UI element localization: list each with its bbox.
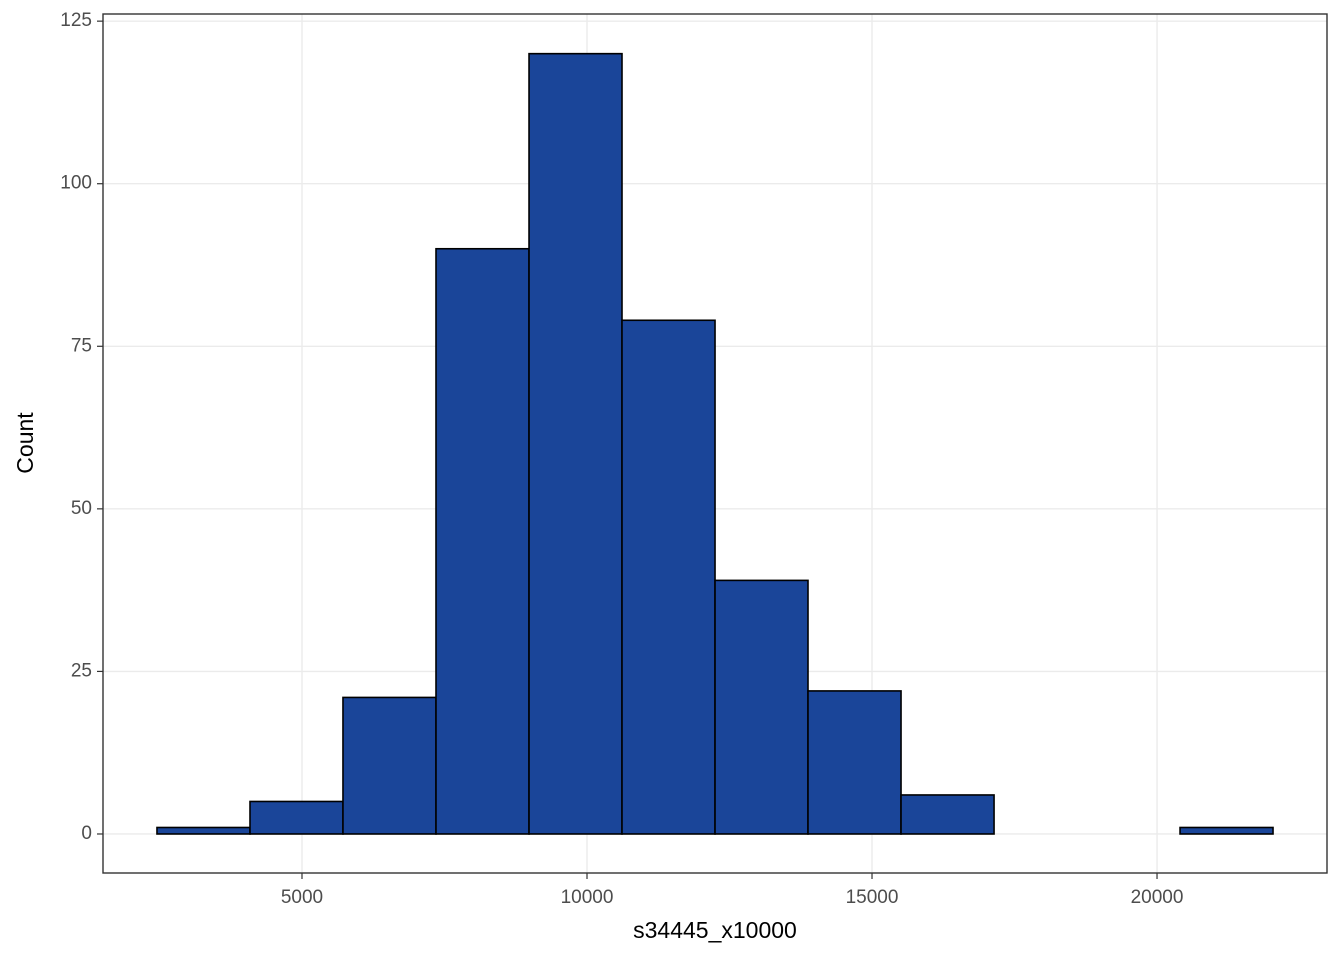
y-tick-label: 0: [81, 823, 92, 844]
bar: [249, 800, 344, 835]
bar: [156, 826, 251, 835]
bar: [807, 690, 902, 835]
panel-border: [102, 13, 1328, 874]
y-tick-label: 50: [71, 498, 92, 519]
y-axis-title: Count: [12, 412, 38, 474]
y-tick-label: 125: [60, 10, 92, 31]
y-tick-label: 25: [71, 660, 92, 681]
bar: [900, 794, 995, 835]
x-tick-label: 5000: [281, 887, 323, 908]
y-tick-label: 100: [60, 173, 92, 194]
x-tick-label: 20000: [1131, 887, 1184, 908]
bar: [528, 52, 623, 835]
x-axis-title: s34445_x10000: [633, 917, 797, 943]
bar: [1179, 826, 1274, 835]
bar: [714, 579, 809, 835]
bar: [342, 696, 437, 835]
x-tick-label: 15000: [846, 887, 899, 908]
bar: [621, 319, 716, 835]
x-tick-label: 10000: [561, 887, 614, 908]
bar: [435, 247, 530, 835]
y-tick-label: 75: [71, 335, 92, 356]
